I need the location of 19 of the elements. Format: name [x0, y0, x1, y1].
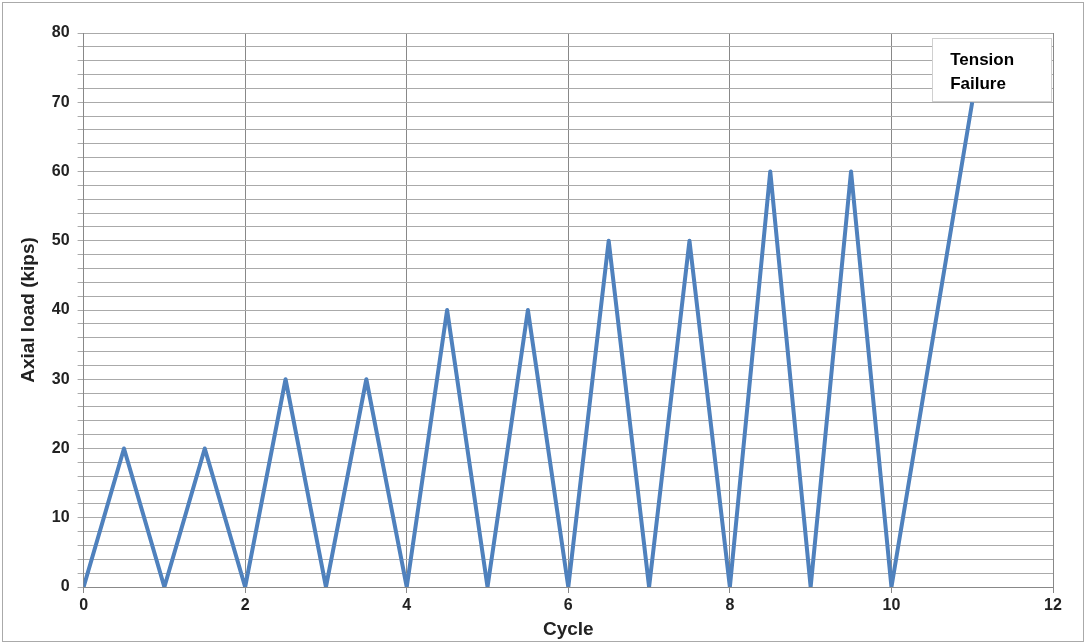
- x-tick-label: 8: [725, 596, 735, 614]
- x-tick-label: 10: [882, 596, 901, 614]
- y-axis-title: Axial load (kips): [16, 237, 38, 383]
- x-tick-label: 12: [1044, 596, 1062, 614]
- x-tick-label: 6: [563, 596, 573, 614]
- y-tick-label: 30: [51, 369, 70, 387]
- y-tick-label: 70: [51, 92, 70, 110]
- x-axis-title: Cycle: [542, 617, 594, 639]
- y-tick-label: 40: [51, 300, 70, 318]
- annotation: Tension Failure: [950, 49, 1016, 96]
- y-tick-label: 20: [51, 438, 70, 456]
- y-tick-label: 50: [51, 231, 70, 249]
- y-tick-label: 80: [51, 23, 70, 41]
- x-tick-label: 0: [79, 596, 89, 614]
- x-tick-label: 4: [402, 596, 412, 614]
- y-tick-label: 60: [51, 161, 70, 179]
- x-tick-label: 2: [240, 596, 250, 614]
- y-tick-label: 0: [60, 577, 70, 595]
- y-tick-label: 10: [51, 508, 70, 526]
